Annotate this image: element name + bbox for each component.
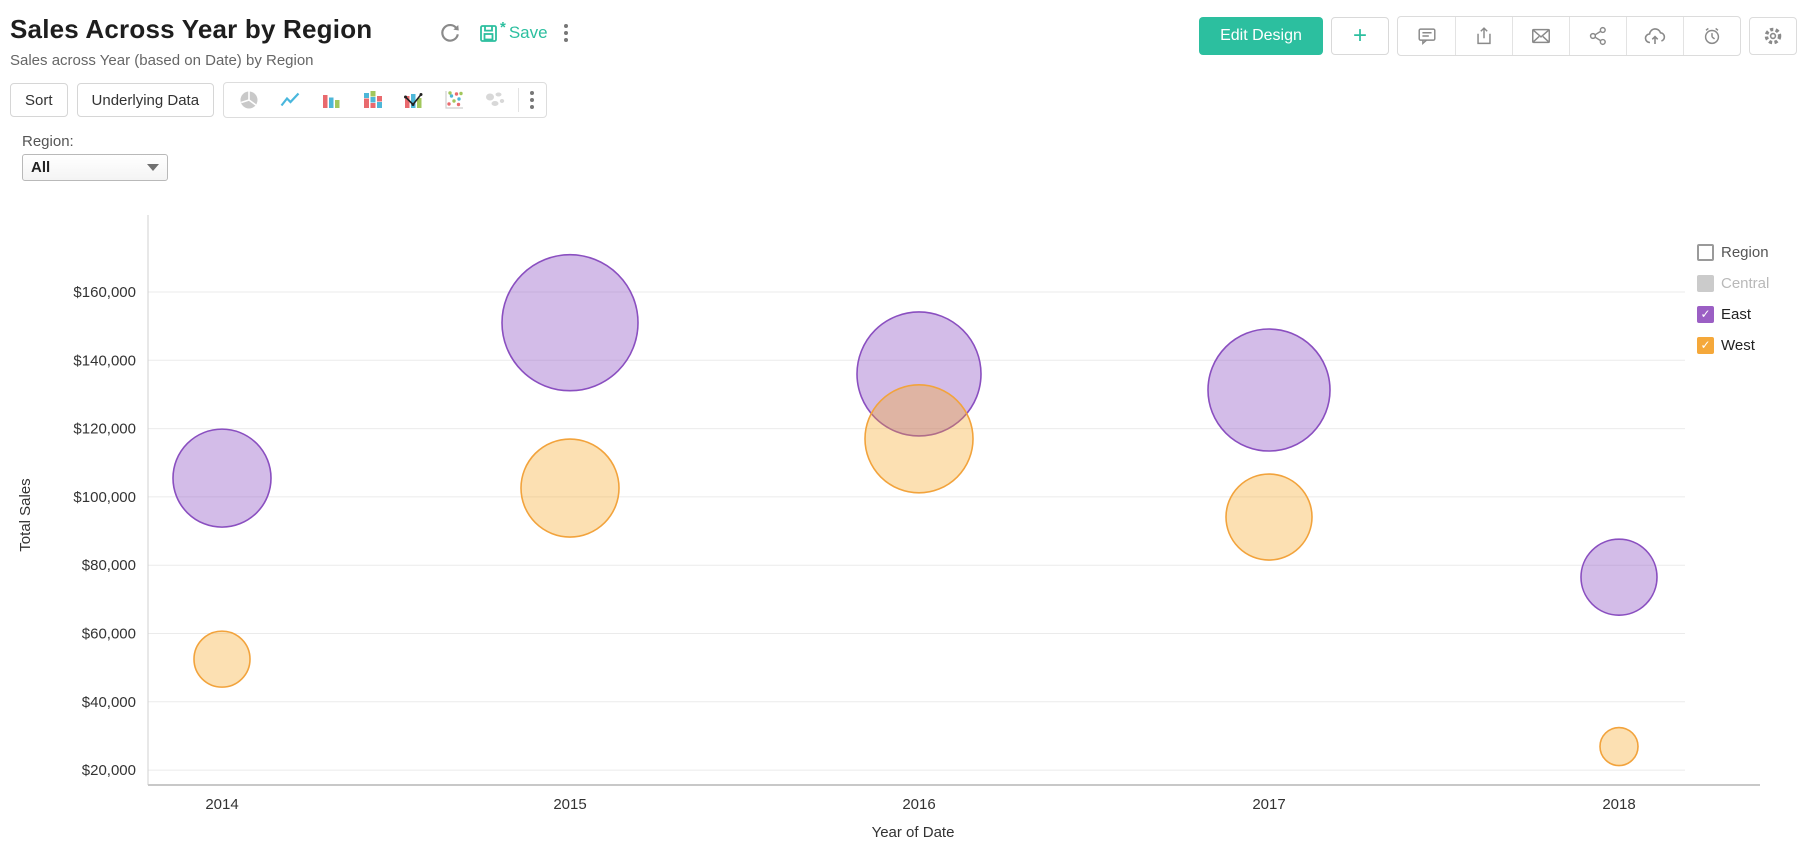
bubble-west-2017[interactable] (1225, 473, 1313, 561)
legend-label: Region (1721, 243, 1769, 261)
bubble-chart: $160,000 $140,000 $120,000 $100,000 $80,000 $… (17, 215, 1760, 841)
x-tick-label: 2017 (1252, 796, 1285, 813)
save-icon (480, 25, 497, 42)
y-tick-label: $120,000 (73, 421, 136, 438)
x-axis-title: Year of Date (872, 824, 955, 841)
bubble-west-2018[interactable] (1599, 726, 1639, 767)
edit-design-button[interactable]: Edit Design (1199, 17, 1323, 55)
legend-label: East (1721, 305, 1752, 323)
chart-type-scatter-icon[interactable] (433, 83, 474, 117)
y-tick-label: $160,000 (73, 284, 136, 301)
chart-type-line-icon[interactable] (269, 83, 310, 117)
bubble-east-2017[interactable] (1207, 328, 1331, 452)
page-subtitle: Sales across Year (based on Date) by Reg… (10, 52, 314, 69)
x-tick-label: 2014 (205, 796, 238, 813)
legend-header-region[interactable]: Region (1697, 243, 1769, 261)
y-tick-label: $60,000 (82, 626, 136, 643)
legend-item-east[interactable]: ✓ East (1697, 305, 1769, 323)
chart-type-stacked-bar-icon[interactable] (351, 83, 392, 117)
legend-label: West (1721, 336, 1755, 354)
underlying-data-button[interactable]: Underlying Data (76, 83, 215, 117)
bubble-east-2014[interactable] (172, 428, 272, 528)
share-icon[interactable] (1569, 17, 1626, 55)
region-filter-dropdown[interactable]: All (22, 154, 168, 181)
chart-type-switcher (223, 82, 548, 118)
x-tick-label: 2015 (553, 796, 586, 813)
email-icon[interactable] (1512, 17, 1569, 55)
settings-icon[interactable] (1749, 17, 1797, 55)
legend-select-all-checkbox[interactable] (1697, 243, 1714, 261)
y-tick-label: $80,000 (82, 557, 136, 574)
bubble-west-2016[interactable] (864, 384, 974, 494)
chart-type-combo-icon[interactable] (392, 83, 433, 117)
unsaved-indicator: * (500, 18, 506, 36)
x-tick-label: 2016 (902, 796, 935, 813)
more-options-icon[interactable] (562, 22, 570, 44)
sort-button[interactable]: Sort (10, 83, 68, 117)
x-tick-label: 2018 (1602, 796, 1635, 813)
chevron-down-icon (147, 164, 159, 171)
alarm-icon[interactable] (1683, 17, 1740, 55)
chart-type-bar-icon[interactable] (310, 83, 351, 117)
header-action-group (1397, 16, 1741, 56)
y-tick-label: $100,000 (73, 489, 136, 506)
save-label: Save (508, 23, 548, 42)
y-tick-label: $20,000 (82, 762, 136, 779)
region-filter-label: Region: (22, 133, 74, 150)
bubble-east-2018[interactable] (1580, 538, 1658, 616)
chart-legend: Region Central ✓ East ✓ West (1697, 243, 1769, 367)
y-axis-title: Total Sales (17, 478, 34, 551)
comment-icon[interactable] (1398, 17, 1455, 55)
chart-type-map-icon[interactable] (474, 83, 515, 117)
region-filter-value: All (31, 159, 51, 176)
bubble-west-2014[interactable] (193, 630, 251, 688)
page-title: Sales Across Year by Region (10, 14, 373, 44)
chart-type-pie-icon[interactable] (228, 83, 269, 117)
y-tick-label: $140,000 (73, 352, 136, 369)
more-chart-types-icon[interactable] (522, 91, 542, 109)
cloud-upload-icon[interactable] (1626, 17, 1683, 55)
legend-label: Central (1721, 274, 1770, 292)
save-button[interactable]: * Save (477, 18, 548, 45)
legend-checkbox[interactable]: ✓ (1697, 336, 1714, 354)
legend-checkbox[interactable]: ✓ (1697, 305, 1714, 323)
y-tick-label: $40,000 (82, 694, 136, 711)
legend-item-west[interactable]: ✓ West (1697, 336, 1769, 354)
export-icon[interactable] (1455, 17, 1512, 55)
refresh-icon[interactable] (437, 20, 463, 46)
bubble-east-2015[interactable] (501, 253, 639, 392)
bubble-west-2015[interactable] (520, 438, 620, 538)
add-button[interactable]: + (1331, 17, 1389, 55)
legend-item-central[interactable]: Central (1697, 274, 1769, 292)
legend-checkbox[interactable] (1697, 274, 1714, 292)
bubble-east-2016[interactable] (856, 311, 982, 437)
